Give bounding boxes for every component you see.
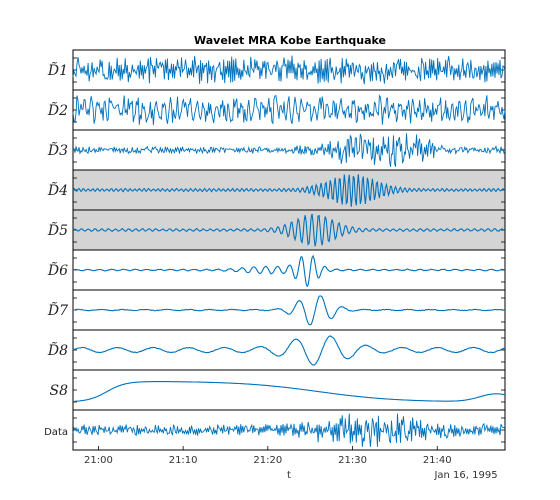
panel-frame <box>72 89 506 131</box>
panel-7: D̃8 <box>47 329 506 371</box>
panel-5: D̃6 <box>47 249 506 291</box>
panel-frame <box>72 329 506 371</box>
x-tick-label: 21:00 <box>84 455 113 466</box>
series-label: S8 <box>50 383 69 399</box>
panel-6: D̃7 <box>47 289 506 331</box>
series-label: D̃7 <box>47 301 68 319</box>
panel-0: D̃1 <box>47 49 506 91</box>
series-label: Data <box>44 427 68 438</box>
panel-8: S8 <box>50 369 506 411</box>
x-tick-label: 21:20 <box>253 455 282 466</box>
panel-frame <box>72 369 506 411</box>
x-axis-label: t <box>287 470 291 481</box>
series-label: D̃5 <box>47 221 68 239</box>
x-tick-label: 21:40 <box>423 455 452 466</box>
panel-9: Data <box>44 409 506 451</box>
series-line-4 <box>72 213 506 247</box>
series-label: D̃1 <box>47 61 68 79</box>
series-label: D̃3 <box>47 141 68 159</box>
date-label: Jan 16, 1995 <box>433 470 497 481</box>
series-line-3 <box>72 174 506 207</box>
series-line-5 <box>72 254 506 288</box>
series-label: D̃4 <box>47 181 68 199</box>
x-tick-label: 21:30 <box>338 455 367 466</box>
series-line-2 <box>72 133 506 167</box>
series-label: D̃8 <box>47 341 68 359</box>
panel-4: D̃5 <box>47 209 506 251</box>
x-axis: 21:00 21:10 21:20 21:30 21:40 <box>84 446 452 466</box>
x-tick-label: 21:10 <box>169 455 198 466</box>
series-line-9 <box>72 413 506 447</box>
series-line-8 <box>73 381 506 402</box>
series-label: D̃6 <box>47 261 68 279</box>
panel-3: D̃4 <box>47 169 506 211</box>
panel-frame <box>72 209 506 251</box>
panel-1: D̃2 <box>47 89 506 131</box>
series-line-0 <box>72 55 506 85</box>
series-line-6 <box>72 295 506 326</box>
series-line-7 <box>72 335 505 366</box>
chart-title: Wavelet MRA Kobe Earthquake <box>194 34 386 47</box>
series-label: D̃2 <box>47 101 68 119</box>
series-line-1 <box>72 94 506 126</box>
panel-2: D̃3 <box>47 129 506 171</box>
panels: D̃1 D̃2 D̃3 D̃4 D̃5 D̃6 D̃7 D̃8 S8 Data <box>44 49 506 451</box>
